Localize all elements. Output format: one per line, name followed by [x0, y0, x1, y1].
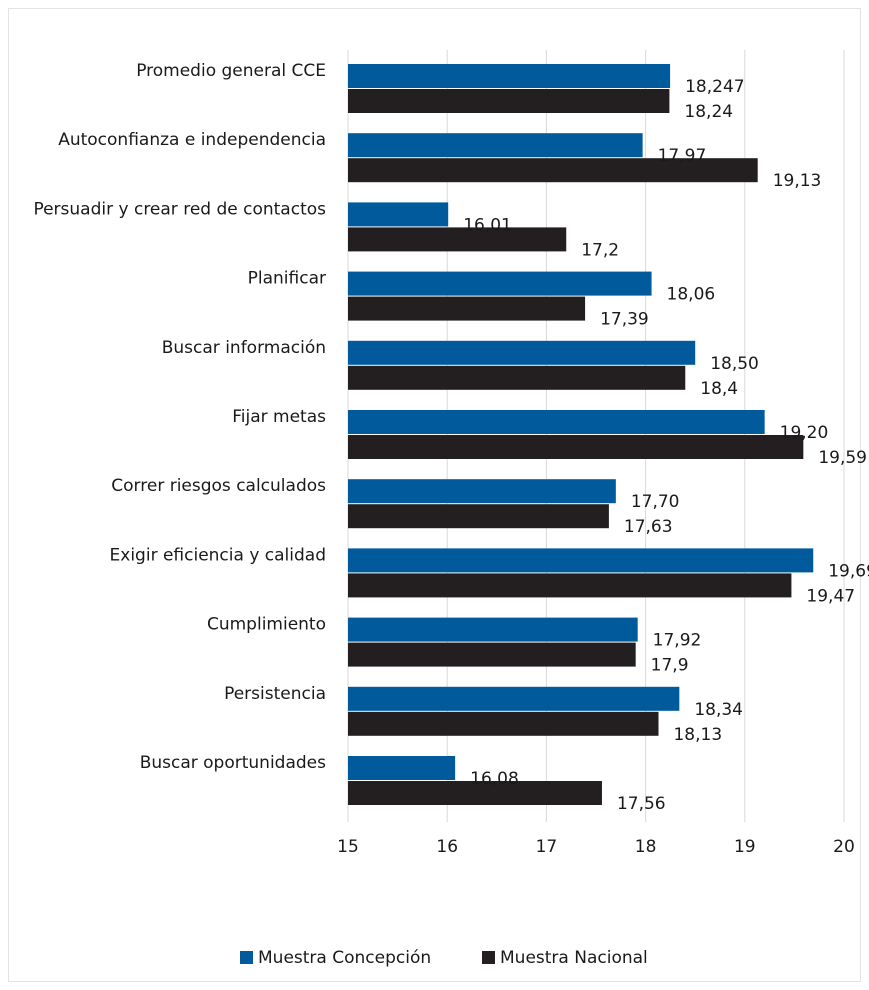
data-label: 18,13: [673, 725, 722, 745]
legend-swatch: [482, 951, 495, 964]
data-label: 19,20: [780, 423, 829, 443]
legend: Muestra Concepción Muestra Nacional: [240, 948, 648, 968]
category-label: Buscar información: [162, 338, 326, 358]
data-label: 17,9: [651, 656, 689, 676]
category-label: Persistencia: [224, 684, 326, 704]
bar-concepcion: [348, 64, 671, 88]
bar-nacional: [348, 296, 586, 321]
category-label: Fijar metas: [232, 407, 326, 427]
data-label: 17,70: [631, 492, 680, 512]
bars: [348, 64, 814, 805]
data-label: 16,08: [470, 769, 519, 789]
bar-nacional: [348, 158, 758, 183]
bar-nacional: [348, 89, 670, 113]
bar-nacional: [348, 365, 686, 390]
bar-concepcion: [348, 479, 616, 504]
legend-label: Muestra Concepción: [258, 948, 431, 968]
data-label: 17,56: [617, 794, 666, 814]
category-label: Persuadir y crear red de contactos: [33, 199, 326, 219]
data-label: 18,247: [685, 77, 744, 97]
data-label: 17,97: [658, 146, 707, 166]
bar-nacional: [348, 504, 609, 529]
bar-nacional: [348, 711, 659, 736]
bar-concepcion: [348, 271, 652, 296]
bar-concepcion: [348, 756, 456, 780]
labels: 15 16 17 18 19 20 Promedio general CCE 18,247 18…: [33, 61, 869, 857]
bar-concepcion: [348, 202, 449, 227]
category-label: Correr riesgos calculados: [111, 476, 326, 496]
bar-nacional: [348, 642, 636, 667]
x-tick-label: 16: [436, 837, 458, 857]
bar-concepcion: [348, 548, 814, 573]
bar-nacional: [348, 227, 567, 252]
bar-concepcion: [348, 340, 696, 365]
data-label: 16,01: [463, 215, 512, 235]
data-label: 17,63: [624, 517, 673, 537]
legend-label: Muestra Nacional: [500, 948, 648, 968]
data-label: 18,4: [700, 379, 738, 399]
bar-nacional: [348, 435, 804, 459]
x-tick-label: 17: [536, 837, 558, 857]
category-label: Exigir eficiencia y calidad: [110, 545, 326, 565]
category-label: Autoconfianza e independencia: [58, 130, 326, 150]
data-label: 18,24: [684, 102, 733, 122]
x-tick-label: 20: [833, 837, 855, 857]
data-label: 18,50: [710, 354, 759, 374]
bar-concepcion: [348, 617, 638, 642]
data-label: 17,2: [581, 240, 619, 260]
data-label: 19,13: [773, 171, 822, 191]
data-label: 18,34: [694, 700, 743, 720]
bar-concepcion: [348, 410, 765, 434]
category-label: Promedio general CCE: [136, 61, 326, 81]
bar-nacional: [348, 573, 792, 598]
category-label: Cumplimiento: [207, 615, 326, 635]
x-tick-label: 19: [734, 837, 756, 857]
data-label: 19,47: [806, 586, 855, 606]
category-label: Buscar oportunidades: [140, 753, 326, 773]
x-tick-label: 18: [635, 837, 657, 857]
data-label: 17,39: [600, 310, 649, 330]
legend-swatch: [240, 951, 253, 964]
category-label: Planificar: [248, 269, 326, 289]
data-label: 19,59: [818, 448, 867, 468]
bar-concepcion: [348, 133, 643, 158]
bar-nacional: [348, 781, 602, 805]
data-label: 18,06: [667, 285, 716, 305]
bar-concepcion: [348, 686, 680, 711]
x-tick-label: 15: [337, 837, 359, 857]
data-label: 17,92: [653, 631, 702, 651]
data-label: 19,69: [828, 561, 869, 581]
